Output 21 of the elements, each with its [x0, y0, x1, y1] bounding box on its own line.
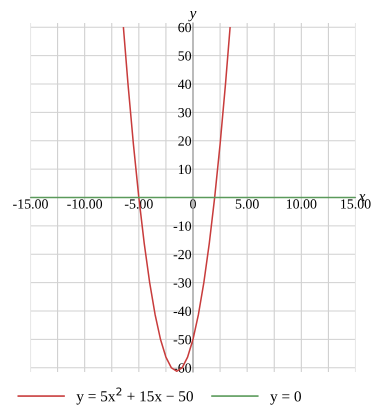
y-tick-label: -20: [174, 250, 192, 260]
y-tick-label: 50: [178, 51, 192, 61]
y-tick-label: 60: [178, 22, 192, 32]
y-tick-label: -40: [174, 306, 192, 316]
y-tick-label: -10: [174, 221, 192, 231]
y-tick-label: 40: [178, 80, 192, 89]
y-axis-title: y: [188, 10, 196, 22]
x-tick-label: -15.00: [13, 199, 48, 209]
x-tick-label: 5.00: [236, 199, 259, 209]
x-tick-label: 10.00: [286, 199, 316, 209]
y-tick-label: -30: [174, 278, 192, 288]
y-tick-label: 20: [178, 136, 192, 146]
x-tick-label: 15.00: [341, 199, 371, 209]
y-tick-label: -50: [174, 334, 192, 344]
y-tick-label: 10: [178, 164, 192, 174]
x-axis-title: x: [358, 194, 366, 202]
legend-label: y = 0: [270, 391, 301, 405]
x-tick-label: 0: [190, 199, 196, 209]
legend-label: y = 5x$^{2}$ + 15x − 50: [76, 387, 193, 405]
y-tick-label: 30: [178, 108, 192, 118]
x-tick-label: -10.00: [67, 199, 102, 209]
